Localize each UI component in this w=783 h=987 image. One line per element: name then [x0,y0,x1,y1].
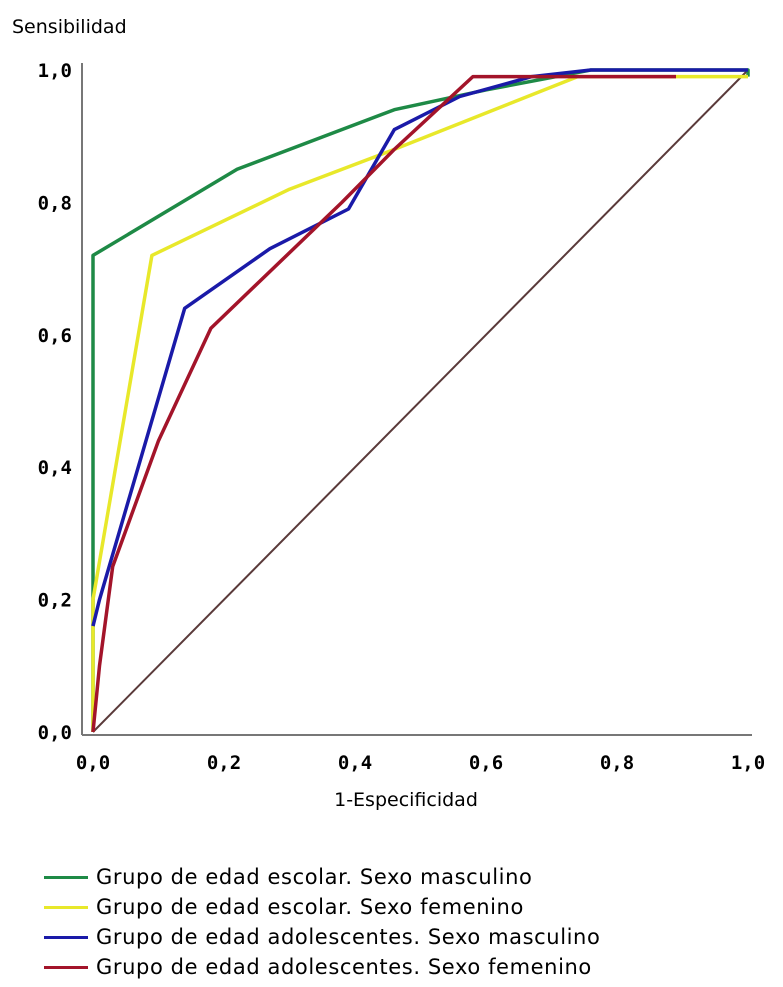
x-tick-label: 1,0 [731,752,765,774]
y-tick-label: 1,0 [38,60,72,82]
legend-label: Grupo de edad adolescentes. Sexo femenin… [96,955,592,979]
series-group [91,68,750,733]
x-tick-label: 0,8 [600,752,634,774]
tick-group: 0,0 0,2 0,4 0,6 0,8 1,0 0,0 0,2 0,4 0,6 0,8 1,0 [38,60,765,774]
legend-swatch [44,905,88,909]
x-tick-label: 0,0 [76,752,110,774]
legend: Grupo de edad escolar. Sexo masculino Gru… [44,862,600,982]
x-tick-label: 0,2 [207,752,241,774]
legend-swatch [44,935,88,939]
y-tick-label: 0,8 [38,192,72,214]
y-axis-title: Sensibilidad [12,16,127,38]
reference-line-group [92,69,749,733]
reference-diagonal-line [92,69,749,733]
legend-item: Grupo de edad escolar. Sexo femenino [44,892,600,922]
legend-item: Grupo de edad adolescentes. Sexo femenin… [44,952,600,982]
series-line-3 [91,68,748,627]
legend-swatch [44,875,88,879]
y-tick-label: 0,2 [38,590,72,612]
series-line-4 [91,74,676,733]
legend-label: Grupo de edad escolar. Sexo femenino [96,895,524,919]
legend-label: Grupo de edad adolescentes. Sexo masculi… [96,925,601,949]
x-tick-label: 0,4 [338,752,372,774]
y-tick-label: 0,4 [38,457,72,479]
x-axis-title: 1-Especificidad [334,789,478,811]
legend-item: Grupo de edad adolescentes. Sexo masculi… [44,922,600,952]
y-tick-label: 0,6 [38,325,72,347]
x-tick-label: 0,6 [469,752,503,774]
roc-chart: Sensibilidad 0,0 0,2 0,4 0,6 0,8 1,0 0,0 0,2 0,4… [12,16,765,811]
y-tick-label: 0,0 [38,722,72,744]
legend-item: Grupo de edad escolar. Sexo masculino [44,862,600,892]
legend-swatch [44,965,88,969]
legend-label: Grupo de edad escolar. Sexo masculino [96,865,533,889]
